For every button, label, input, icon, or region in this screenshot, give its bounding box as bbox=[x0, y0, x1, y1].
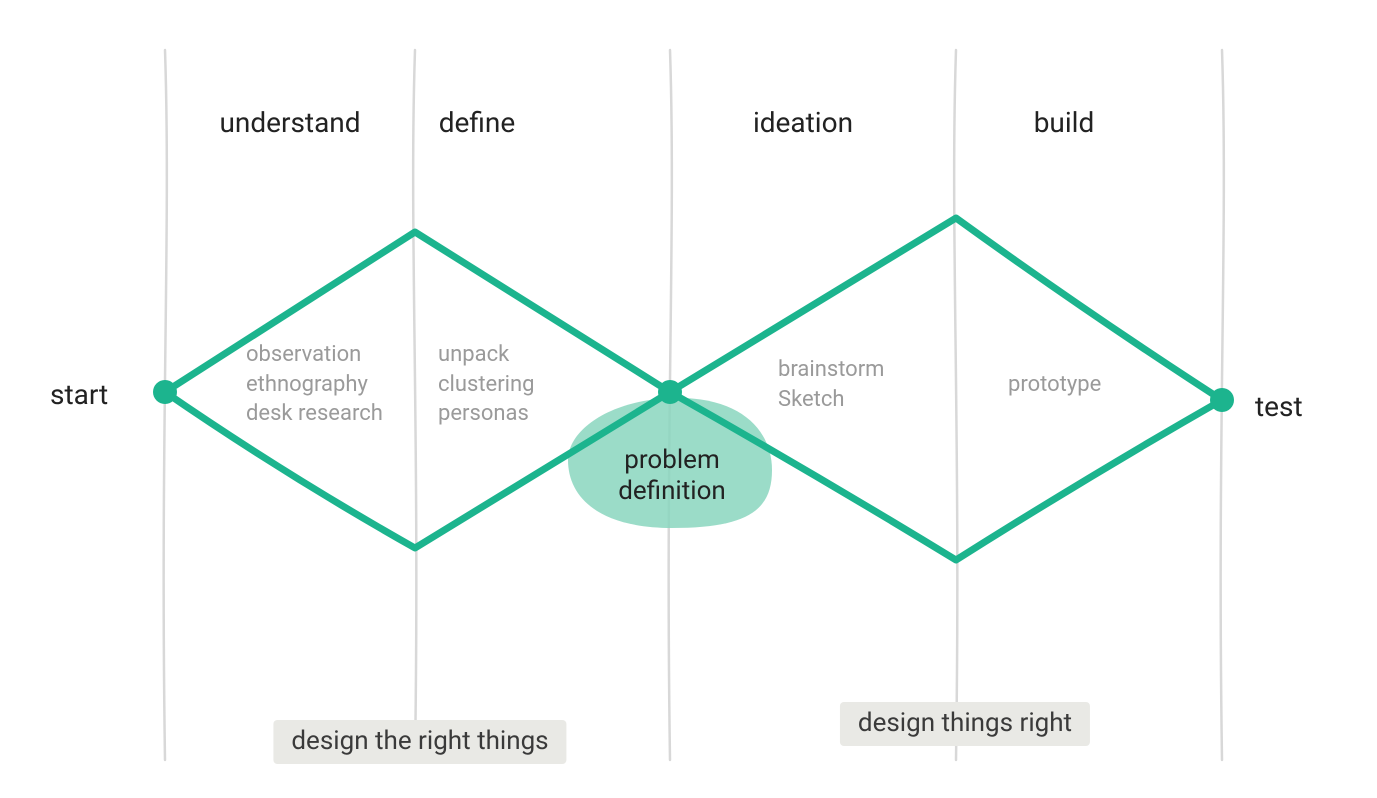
sub-ideation: brainstorm Sketch bbox=[778, 355, 884, 414]
double-diamond-diagram: understand define ideation build start t… bbox=[0, 0, 1377, 798]
phase-define: define bbox=[439, 106, 515, 139]
sub-understand: observation ethnography desk research bbox=[246, 340, 383, 429]
label-start: start bbox=[50, 378, 108, 411]
diagram-canvas bbox=[0, 0, 1377, 798]
phase-understand: understand bbox=[219, 106, 360, 139]
tag-design-right-things: design the right things bbox=[273, 720, 566, 764]
phase-build: build bbox=[1034, 106, 1095, 139]
sub-build: prototype bbox=[1008, 370, 1101, 400]
sub-define: unpack clustering personas bbox=[438, 340, 535, 429]
label-test: test bbox=[1255, 390, 1303, 423]
tag-design-things-right: design things right bbox=[840, 702, 1090, 746]
phase-ideation: ideation bbox=[753, 106, 853, 139]
center-problem-definition: problem definition bbox=[618, 445, 726, 507]
